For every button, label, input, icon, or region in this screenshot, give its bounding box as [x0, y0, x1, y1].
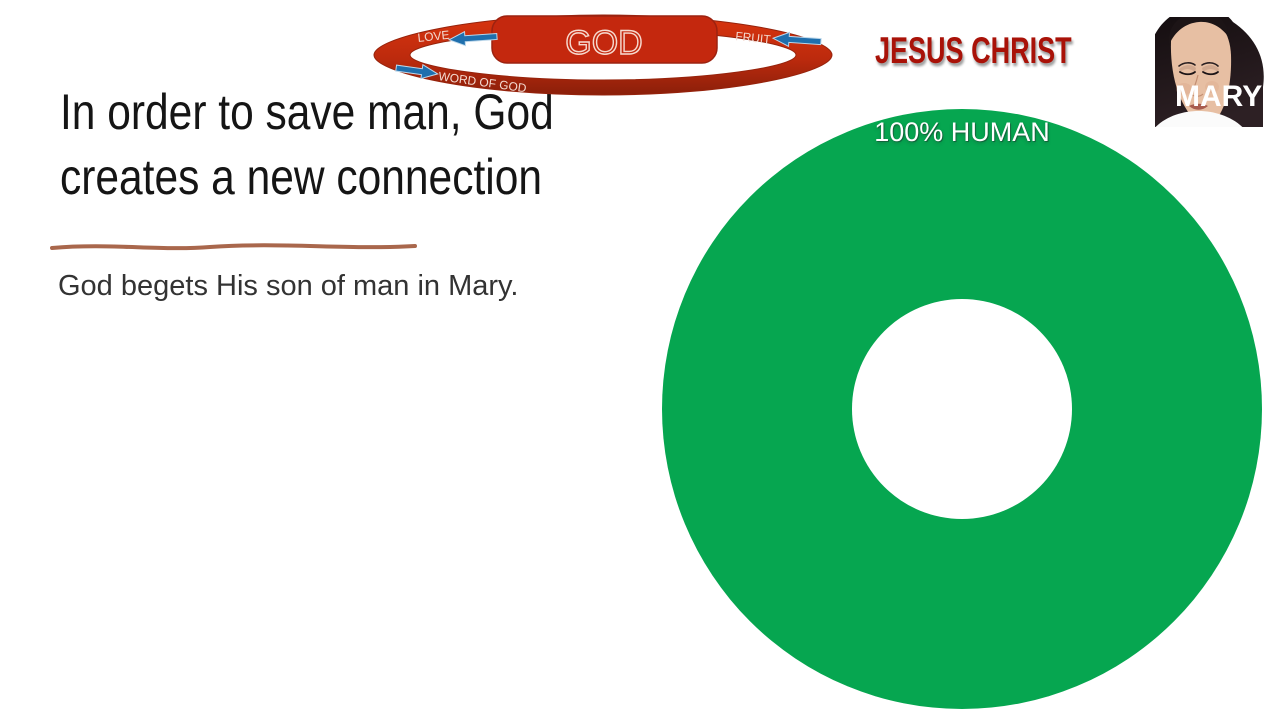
svg-text:GOD: GOD — [565, 24, 642, 62]
svg-text:FRUIT: FRUIT — [735, 29, 772, 47]
svg-text:WORD OF GOD: WORD OF GOD — [438, 69, 528, 95]
svg-text:LOVE: LOVE — [417, 28, 450, 45]
